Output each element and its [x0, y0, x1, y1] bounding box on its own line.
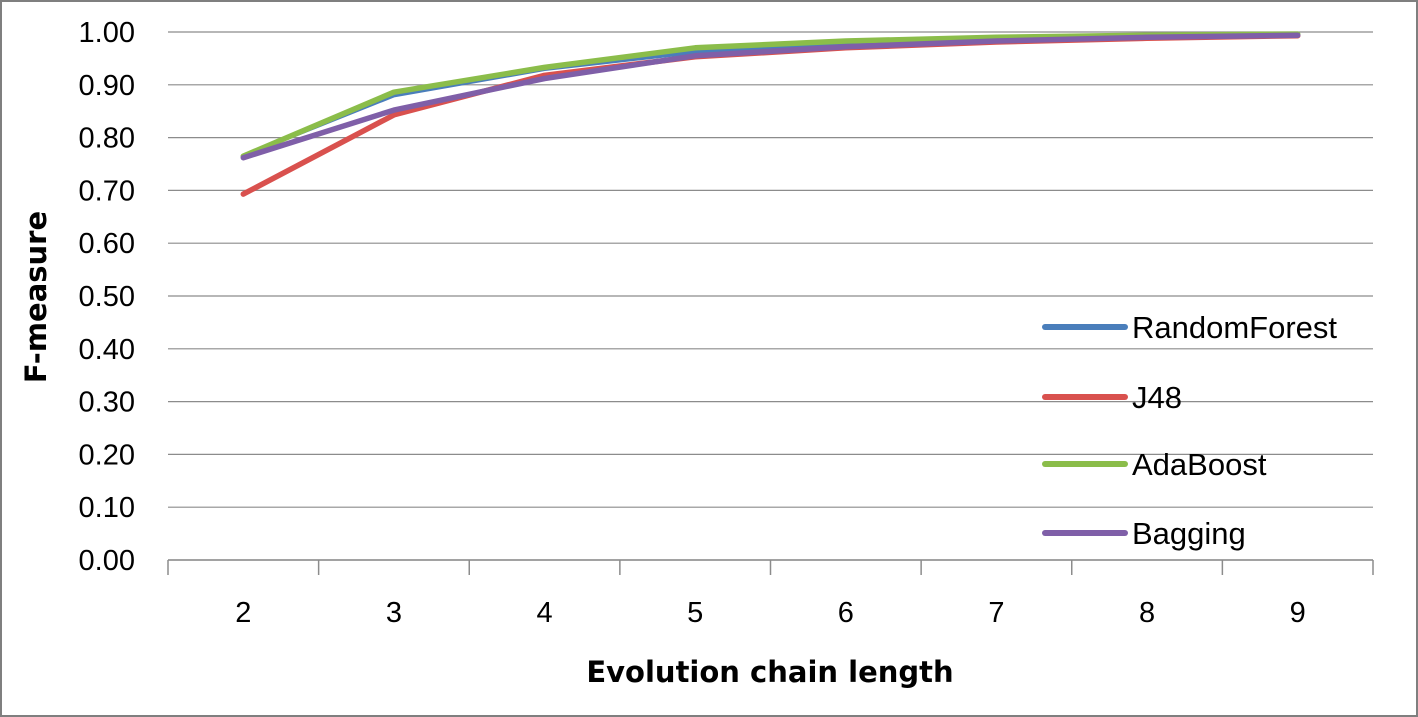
- legend-label: AdaBoost: [1132, 447, 1267, 482]
- x-tick-labels: 2 3 4 5 6 7 8 9: [235, 597, 1306, 629]
- x-tick-label: 6: [838, 597, 854, 629]
- y-tick-label: 0.50: [79, 281, 135, 313]
- x-tick-label: 4: [536, 597, 552, 629]
- x-tick-label: 3: [386, 597, 402, 629]
- series-lines: [240, 31, 1301, 197]
- y-tick-label: 0.30: [79, 387, 135, 419]
- y-tick-label: 0.00: [79, 545, 135, 577]
- y-tick-label: 0.40: [79, 334, 135, 366]
- x-tick-label: 7: [988, 597, 1004, 629]
- y-tick-label: 0.10: [79, 492, 135, 524]
- x-tick-label: 8: [1139, 597, 1155, 629]
- series-line-j48: [240, 32, 1301, 197]
- x-tick-label: 9: [1290, 597, 1306, 629]
- legend-label: Bagging: [1132, 516, 1246, 551]
- legend-label: RandomForest: [1132, 310, 1337, 345]
- y-tick-label: 1.00: [79, 17, 135, 49]
- y-axis-title: F-measure: [19, 211, 53, 383]
- y-tick-label: 0.70: [79, 175, 135, 207]
- x-tick-label: 2: [235, 597, 251, 629]
- series-line-bagging: [240, 32, 1301, 161]
- axes: [167, 559, 1374, 575]
- x-tick-label: 5: [687, 597, 703, 629]
- x-axis-title: Evolution chain length: [586, 655, 953, 689]
- y-tick-label: 0.80: [79, 123, 135, 155]
- y-tick-label: 0.20: [79, 439, 135, 471]
- legend-label: J48: [1132, 380, 1182, 415]
- legend: RandomForest J48 AdaBoost Bagging: [1042, 310, 1337, 551]
- y-tick-label: 0.90: [79, 70, 135, 102]
- y-tick-labels: 0.00 0.10 0.20 0.30 0.40 0.50 0.60 0.70 0.80 0.90…: [79, 17, 135, 577]
- y-tick-label: 0.60: [79, 228, 135, 260]
